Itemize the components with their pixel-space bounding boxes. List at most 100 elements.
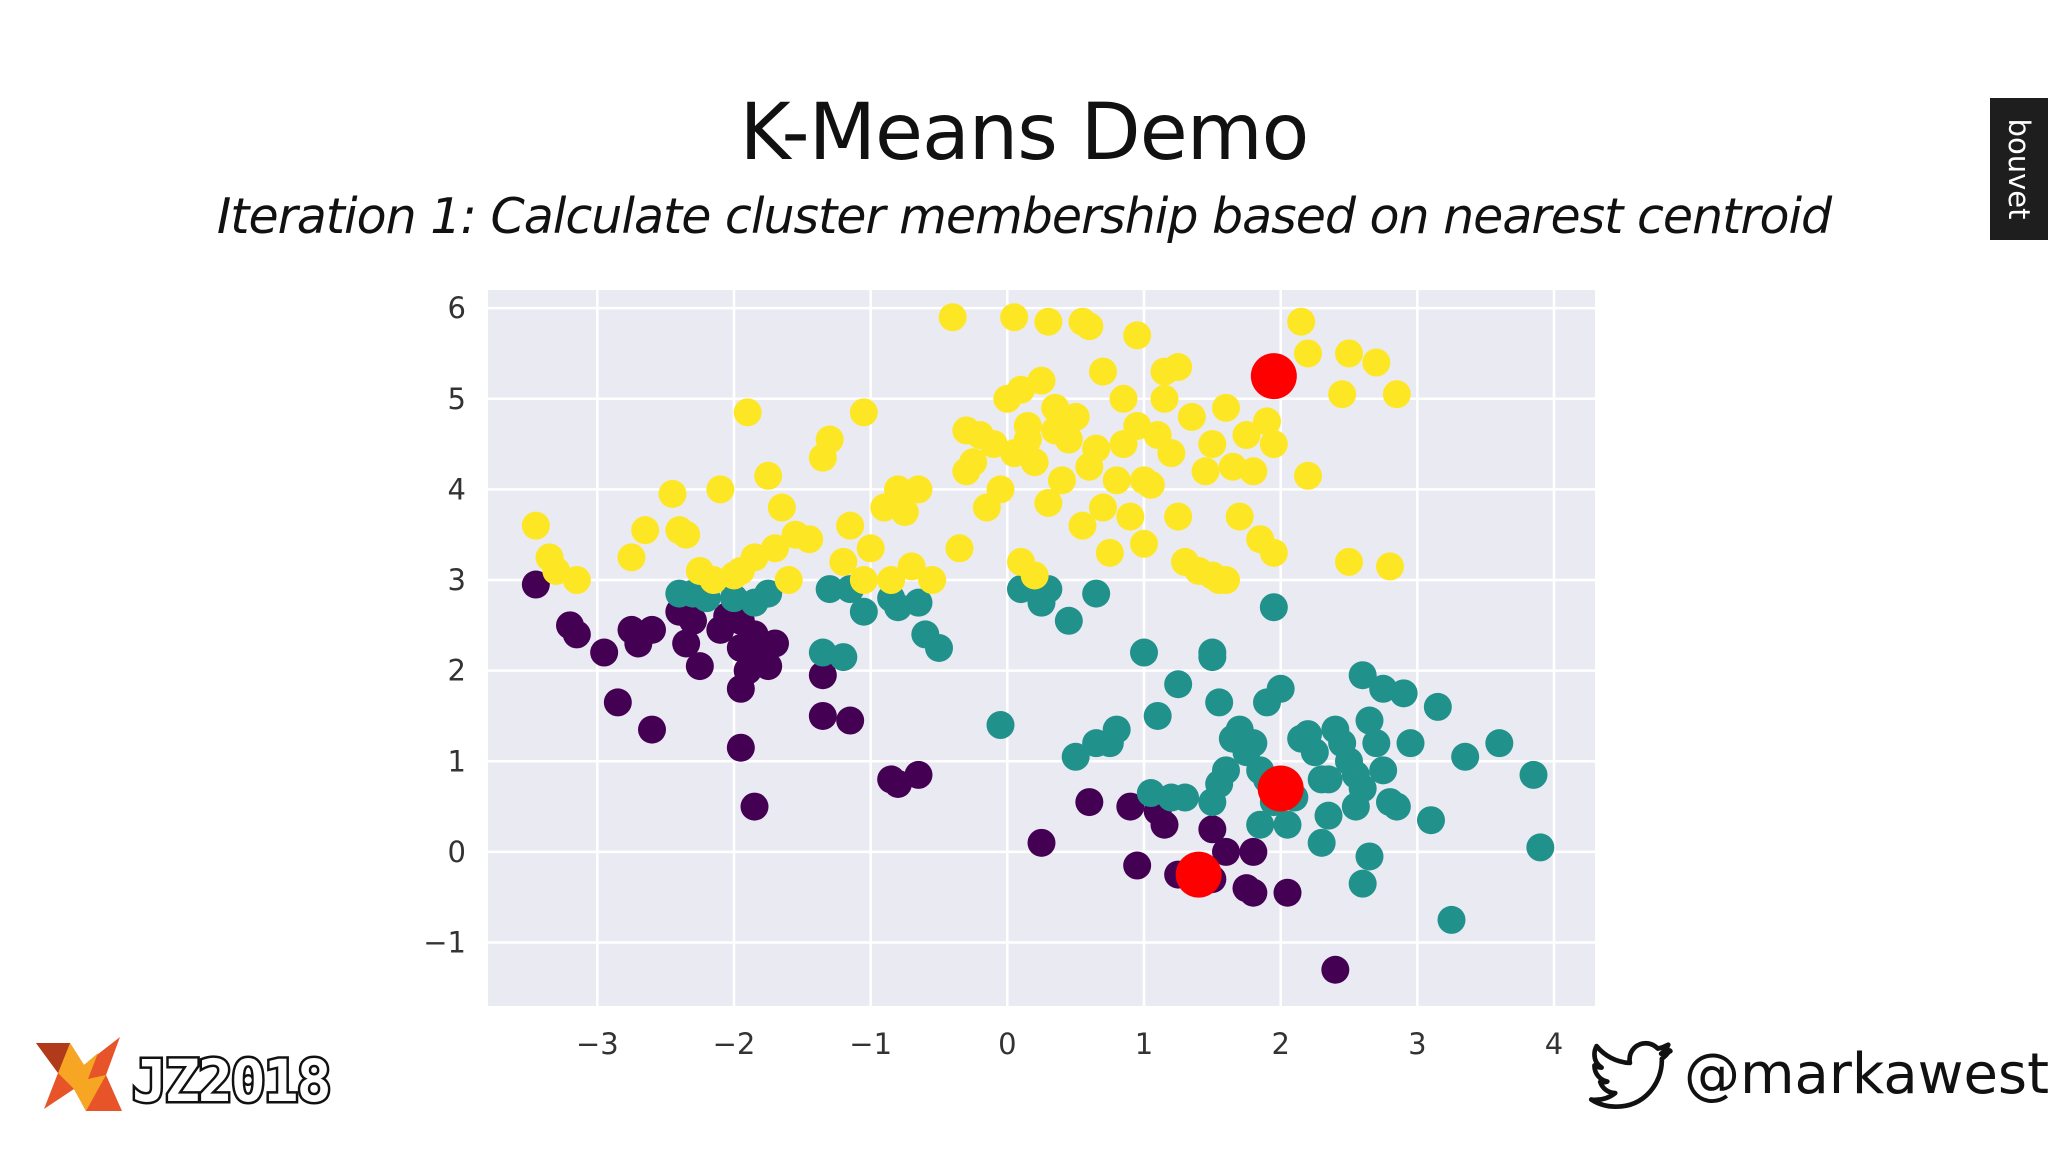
data-point — [890, 498, 919, 527]
data-point — [904, 760, 933, 789]
data-point — [808, 661, 837, 690]
data-point — [1150, 810, 1179, 839]
data-point — [1109, 384, 1138, 413]
data-point — [1369, 756, 1398, 785]
data-point — [1116, 792, 1145, 821]
data-point — [1075, 788, 1104, 817]
data-point — [1273, 810, 1302, 839]
data-point — [1376, 552, 1404, 581]
jz-x-logo-icon — [36, 1037, 122, 1111]
data-point — [1191, 457, 1220, 486]
data-point — [1362, 348, 1391, 377]
data-point — [815, 575, 844, 604]
data-point — [849, 566, 878, 595]
data-point — [918, 566, 947, 595]
data-point — [1396, 729, 1425, 758]
data-point — [1212, 756, 1240, 785]
data-point — [1123, 851, 1152, 880]
data-point — [638, 715, 666, 744]
data-point — [1198, 430, 1227, 459]
x-tick-label: −3 — [576, 1027, 619, 1061]
data-point — [726, 733, 755, 762]
data-point — [945, 534, 974, 563]
data-point — [1355, 842, 1384, 871]
data-point — [1335, 547, 1363, 576]
data-point — [1321, 955, 1350, 984]
data-point — [1232, 421, 1261, 450]
data-point — [1150, 384, 1179, 413]
data-point — [603, 688, 632, 717]
y-tick-label: 1 — [448, 744, 466, 778]
data-point — [1485, 729, 1514, 758]
data-point — [829, 547, 858, 576]
data-point — [1246, 810, 1275, 839]
x-tick-label: −1 — [849, 1027, 892, 1061]
centroid-point — [1257, 765, 1304, 812]
data-point — [1205, 688, 1234, 717]
twitter-handle: @markawest — [1684, 1042, 2048, 1107]
data-point — [1130, 529, 1158, 558]
data-point — [1212, 837, 1240, 866]
data-points — [521, 303, 1555, 984]
y-tick-label: 5 — [448, 382, 466, 416]
data-point — [1348, 869, 1377, 898]
data-point — [754, 461, 783, 490]
x-tick-label: 4 — [1545, 1027, 1563, 1061]
plot-area — [488, 290, 1595, 1006]
data-point — [1095, 538, 1124, 567]
data-point — [1143, 701, 1172, 730]
data-point — [1259, 430, 1288, 459]
data-point — [562, 620, 591, 649]
data-point — [1082, 579, 1111, 608]
data-point — [521, 511, 550, 540]
twitter-bird-icon — [1588, 1040, 1673, 1109]
data-point — [761, 534, 789, 563]
data-point — [897, 552, 926, 581]
data-point — [1294, 461, 1322, 490]
y-tick-label: 2 — [448, 654, 466, 688]
data-point — [1382, 380, 1411, 409]
data-point — [1259, 593, 1288, 622]
data-point — [1020, 561, 1049, 590]
data-point — [1198, 643, 1227, 672]
data-point — [1041, 393, 1070, 422]
data-point — [706, 475, 735, 504]
y-tick-label: 4 — [448, 472, 466, 506]
data-point — [1519, 760, 1548, 789]
data-point — [1075, 312, 1104, 341]
data-point — [1164, 670, 1193, 699]
data-point — [1423, 692, 1452, 721]
data-point — [1198, 561, 1227, 590]
data-point — [1355, 706, 1384, 735]
data-point — [1177, 402, 1206, 431]
data-point — [1259, 538, 1288, 567]
data-point — [849, 398, 878, 427]
jz2018-logo: JZ2018 — [36, 1037, 334, 1115]
data-point — [1198, 815, 1227, 844]
data-point — [679, 606, 707, 635]
data-point — [1027, 828, 1056, 857]
data-point — [1239, 457, 1268, 486]
data-point — [1314, 801, 1343, 830]
data-point — [856, 534, 885, 563]
data-point — [1089, 493, 1117, 522]
event-logo-text: JZ2018 — [132, 1047, 330, 1115]
slide-subtitle: Iteration 1: Calculate cluster membershi… — [216, 188, 1832, 245]
data-point — [904, 475, 933, 504]
data-point — [1054, 606, 1083, 635]
data-point — [521, 570, 550, 599]
data-point — [1335, 339, 1363, 368]
data-point — [836, 511, 865, 540]
data-point — [1157, 439, 1186, 468]
data-point — [849, 597, 878, 626]
data-point — [590, 638, 619, 667]
data-point — [631, 516, 660, 545]
data-point — [740, 792, 769, 821]
brand-tab: bouvet — [1990, 98, 2048, 240]
data-point — [1048, 466, 1076, 495]
data-point — [672, 520, 701, 549]
data-point — [884, 475, 912, 504]
data-point — [904, 588, 933, 617]
x-tick-label: 3 — [1408, 1027, 1426, 1061]
